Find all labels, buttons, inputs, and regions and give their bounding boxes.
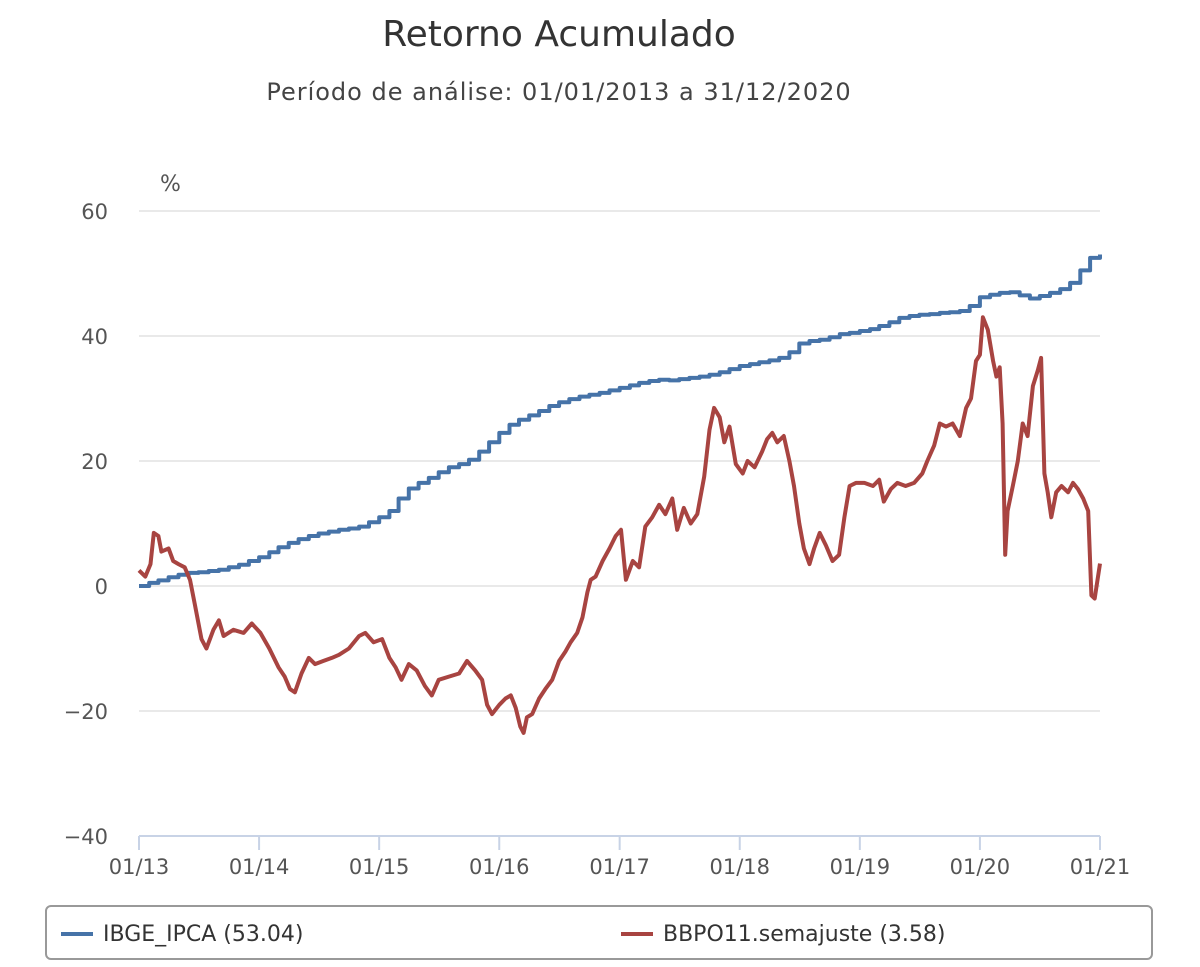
series-line-bbpo11 [137,315,1102,735]
x-tick-label: 01/14 [229,855,290,879]
x-tick-label: 01/21 [1070,855,1131,879]
y-tick-label: −20 [64,700,108,724]
legend-item-ipca[interactable]: IBGE_IPCA (53.04) [61,919,303,949]
legend-swatch-ipca [61,932,93,936]
y-unit-label: % [160,172,181,197]
legend-label-bbpo11: BBPO11.semajuste (3.58) [663,921,946,947]
y-tick-label: −40 [64,825,108,849]
x-tick-label: 01/18 [709,855,770,879]
chart-subtitle: Período de análise: 01/01/2013 a 31/12/2… [266,78,852,106]
x-tick-label: 01/16 [469,855,530,879]
legend-label-ipca: IBGE_IPCA (53.04) [103,921,304,947]
y-tick-label: 20 [81,450,108,474]
x-tick-label: 01/20 [950,855,1011,879]
x-axis-ticks: 01/13 01/14 01/15 01/16 01/17 01/18 01/19 01/20… [109,836,1131,879]
legend-swatch-bbpo11 [621,932,653,936]
chart-legend: IBGE_IPCA (53.04) BBPO11.semajuste (3.58… [45,905,1153,960]
series-lines [137,254,1102,735]
grid-lines [139,210,1100,712]
y-axis-ticks: 60 40 20 0 −20 −40 [64,200,108,849]
y-tick-label: 0 [95,575,108,599]
x-tick-label: 01/13 [109,855,170,879]
x-tick-label: 01/15 [349,855,410,879]
x-tick-label: 01/19 [830,855,891,879]
series-line-ipca [139,254,1102,588]
legend-item-bbpo11[interactable]: BBPO11.semajuste (3.58) [621,919,946,949]
chart-title: Retorno Acumulado [382,14,736,55]
y-tick-label: 60 [81,200,108,224]
y-tick-label: 40 [81,325,108,349]
x-tick-label: 01/17 [589,855,650,879]
